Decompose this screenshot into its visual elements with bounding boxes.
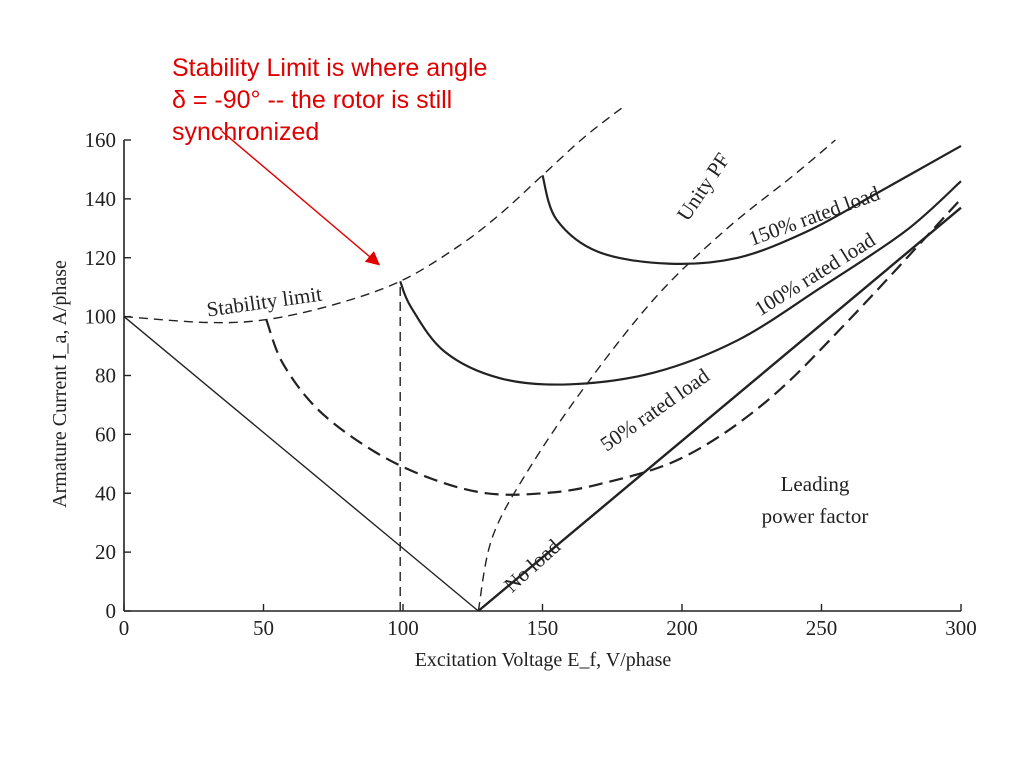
axes (123, 139, 962, 612)
x-tick-label: 50 (253, 616, 274, 640)
x-tick-label: 300 (945, 616, 977, 640)
callout-line-3: synchronized (172, 118, 320, 146)
series-no-load-right (477, 206, 962, 612)
label-unity-pf: Unity PF (672, 148, 735, 225)
y-tick-label: 140 (85, 187, 117, 211)
leading-pf-note-line-2: power factor (762, 504, 869, 528)
y-tick-label: 40 (95, 481, 116, 505)
label-50pct-rated-load: 50% rated load (596, 363, 714, 456)
y-tick-label: 120 (85, 246, 117, 270)
series-unity-pf (477, 139, 836, 612)
y-tick-label: 60 (95, 422, 116, 446)
x-tick-label: 150 (527, 616, 559, 640)
y-axis-title: Armature Current I_a, A/phase (49, 260, 71, 508)
callout-line-2: δ = -90° -- the rotor is still (172, 86, 453, 114)
label-no-load: No load (499, 534, 565, 597)
x-tick-label: 200 (666, 616, 698, 640)
y-tick-label: 20 (95, 540, 116, 564)
series-100pct-rated-load (399, 180, 962, 386)
series-150pct-rated-load (541, 144, 962, 265)
x-axis-title: Excitation Voltage E_f, V/phase (415, 649, 672, 671)
series-50pct-rated-load (265, 198, 962, 496)
callout-line-1: Stability Limit is where angle (172, 54, 488, 82)
y-tick-label: 0 (106, 599, 117, 623)
label-stability-limit: Stability limit (205, 282, 323, 322)
x-tick-label: 0 (119, 616, 130, 640)
stability-callout: Stability Limit is where angle δ = -90° … (172, 52, 552, 148)
x-tick-label: 250 (806, 616, 838, 640)
tick-labels: 0 50 100 150 200 250 300 0 20 40 60 80 100 120 140 160 (85, 128, 977, 640)
y-tick-label: 80 (95, 364, 116, 388)
curves (124, 104, 962, 612)
callout-arrow (221, 130, 381, 266)
x-tick-label: 100 (387, 616, 419, 640)
y-tick-label: 160 (85, 128, 117, 152)
series-no-load-left (124, 316, 479, 612)
series-stability-limit (124, 104, 627, 324)
leading-pf-note-line-1: Leading (781, 472, 850, 496)
y-tick-label: 100 (85, 305, 117, 329)
